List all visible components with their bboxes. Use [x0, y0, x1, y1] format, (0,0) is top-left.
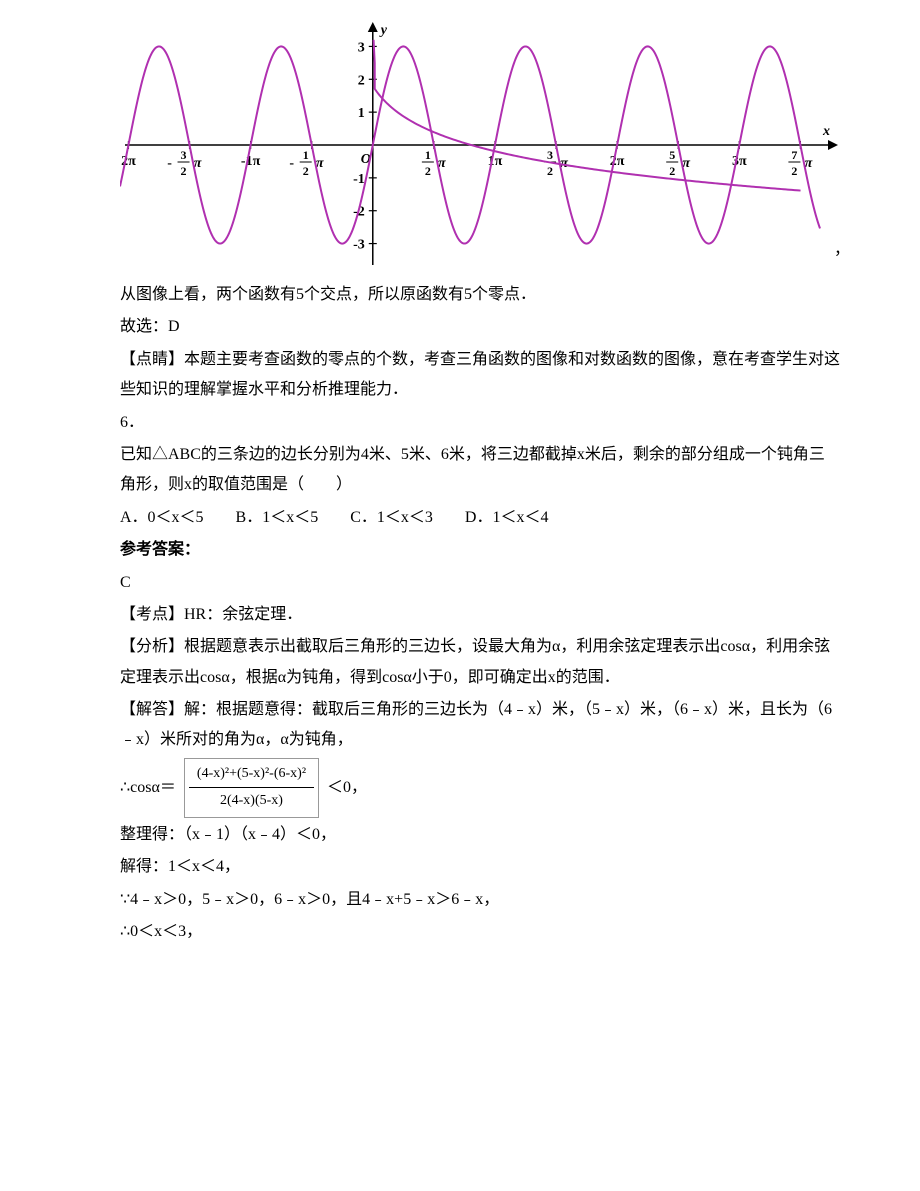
question-6-options: A．0＜x＜5 B．1＜x＜5 C．1＜x＜3 D．1＜x＜4	[120, 503, 840, 533]
cos-denominator: 2(4-x)(5-x)	[189, 788, 314, 815]
svg-text:2: 2	[358, 73, 365, 88]
svg-text:-: -	[289, 156, 294, 171]
kaodian-text: 【考点】HR：余弦定理．	[120, 600, 840, 630]
svg-text:1: 1	[425, 148, 431, 162]
question-6-text: 已知△ABC的三条边的边长分别为4米、5米、6米，将三边都截掉x米后，剩余的部分…	[120, 440, 840, 501]
dianjing-comment: 【点睛】本题主要考查函数的零点的个数，考查三角函数的图像和对数函数的图像，意在考…	[120, 345, 840, 406]
svg-text:-1: -1	[353, 172, 365, 187]
svg-text:2: 2	[181, 164, 187, 178]
cos-prefix: ∴cosα＝	[120, 779, 176, 796]
svg-text:-: -	[167, 156, 172, 171]
svg-text:3: 3	[358, 40, 365, 55]
since-text: ∵4﹣x＞0，5﹣x＞0，6﹣x＞0，且4﹣x+5﹣x＞6﹣x，	[120, 885, 840, 915]
question-6-number: 6．	[120, 408, 840, 438]
svg-text:x: x	[822, 124, 830, 139]
svg-text:1: 1	[303, 148, 309, 162]
svg-text:2: 2	[425, 164, 431, 178]
jiede-text: 解得：1＜x＜4，	[120, 852, 840, 882]
svg-text:2: 2	[303, 164, 309, 178]
svg-text:1: 1	[358, 106, 365, 121]
cos-numerator: (4-x)²+(5-x)²-(6-x)²	[189, 761, 314, 789]
zhengli-text: 整理得：（x﹣1）（x﹣4）＜0，	[120, 820, 840, 850]
svg-text:2: 2	[669, 164, 675, 178]
cos-suffix: ＜0，	[327, 779, 367, 796]
svg-text:2: 2	[791, 164, 797, 178]
fenxi-text: 【分析】根据题意表示出截取后三角形的三边长，设最大角为α，利用余弦定理表示出co…	[120, 632, 840, 693]
svg-text:3: 3	[181, 148, 187, 162]
reference-answer-label: 参考答案：	[120, 535, 840, 565]
answer-c: C	[120, 568, 840, 598]
svg-text:2: 2	[547, 164, 553, 178]
svg-text:7: 7	[791, 148, 797, 162]
svg-text:5: 5	[669, 148, 675, 162]
svg-text:-1π: -1π	[241, 154, 261, 169]
graph-conclusion: 从图像上看，两个函数有5个交点，所以原函数有5个零点．	[120, 280, 840, 310]
svg-text:-3: -3	[353, 238, 365, 253]
cos-fraction: (4-x)²+(5-x)²-(6-x)² 2(4-x)(5-x)	[184, 758, 319, 818]
function-graph: 321-1-2-32π-32π-1π-12π12π1π32π2π52π3π72π…	[120, 20, 840, 270]
conclude-text: ∴0＜x＜3，	[120, 917, 840, 947]
svg-text:3: 3	[547, 148, 553, 162]
cos-formula-line: ∴cosα＝ (4-x)²+(5-x)²-(6-x)² 2(4-x)(5-x) …	[120, 758, 840, 818]
answer-d: 故选：D	[120, 312, 840, 342]
jieda-line1: 【解答】解：根据题意得：截取后三角形的三边长为（4﹣x）米，（5﹣x）米，（6﹣…	[120, 695, 840, 756]
svg-text:y: y	[379, 23, 388, 38]
